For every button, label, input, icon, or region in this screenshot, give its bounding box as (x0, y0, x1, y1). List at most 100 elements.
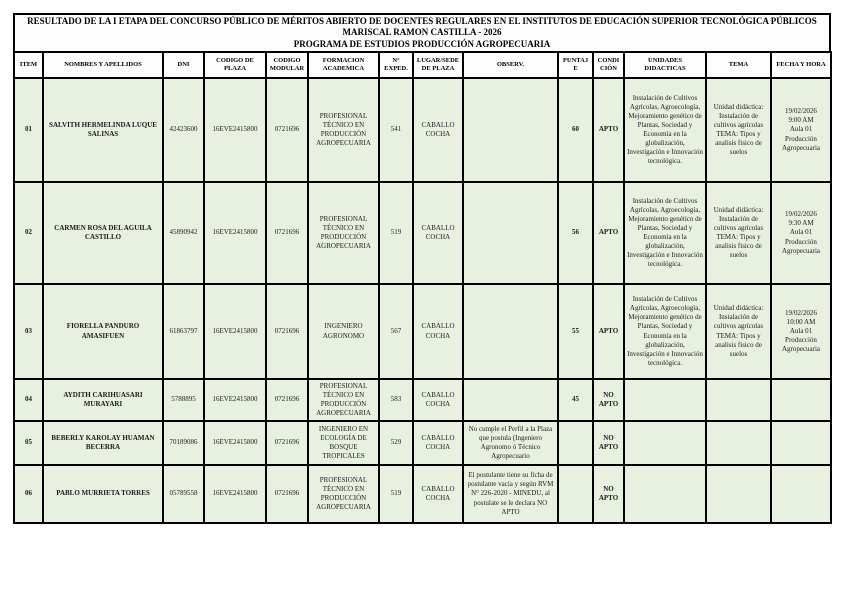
cell-dni: 70189086 (162, 420, 205, 466)
results-table-body: 01 SALVITH HERMELINDA LUQUE SALINAS 424236… (13, 77, 832, 524)
column-header-observ: OBSERV. (462, 51, 559, 79)
cell-codigo_plaza: 16EVE2415800 (203, 420, 267, 466)
cell-formacion: INGENIERO EN ECOLOGÍA DE BOSQUE TROPICAL… (307, 420, 380, 466)
cell-codigo_modular: 0721696 (265, 420, 309, 466)
document-title-line-2: MARISCAL RAMON CASTILLA - 2026 (342, 27, 502, 38)
cell-lugar: CABALLO COCHA (412, 77, 464, 183)
cell-dni: 5788895 (162, 378, 205, 422)
cell-codigo_modular: 0721696 (265, 77, 309, 183)
cell-codigo_plaza: 16EVE2415800 (203, 77, 267, 183)
table-row: 01 SALVITH HERMELINDA LUQUE SALINAS 424236… (13, 77, 832, 183)
cell-codigo_modular: 0721696 (265, 181, 309, 285)
cell-unidades (623, 378, 707, 422)
cell-codigo_modular: 0721696 (265, 283, 309, 380)
cell-codigo_plaza: 16EVE2415800 (203, 181, 267, 285)
column-header-fecha: FECHA Y HORA (770, 51, 832, 79)
column-header-item: ITEM (13, 51, 44, 79)
cell-item: 03 (13, 283, 44, 380)
cell-condicion: APTO (592, 283, 625, 380)
cell-codigo_modular: 0721696 (265, 378, 309, 422)
results-table: ITEM NOMBRES Y APELLIDOS DNI CODIGO DE PLAZ… (13, 51, 832, 524)
cell-observ (462, 181, 559, 285)
cell-exped: 583 (378, 378, 414, 422)
cell-lugar: CABALLO COCHA (412, 283, 464, 380)
cell-codigo_modular: 0721696 (265, 464, 309, 524)
table-header-row: ITEM NOMBRES Y APELLIDOS DNI CODIGO DE PLAZ… (13, 51, 832, 79)
cell-formacion: PROFESIONAL TÉCNICO EN PRODUCCIÓN AGROPE… (307, 378, 380, 422)
cell-unidades: Instalación de Cultivos Agrícolas, Agroe… (623, 181, 707, 285)
cell-nombres: SALVITH HERMELINDA LUQUE SALINAS (42, 77, 164, 183)
cell-condicion: NO APTO (592, 378, 625, 422)
cell-tema: Unidad didáctica: Instalación de cultivo… (705, 283, 772, 380)
column-header-codigo_plaza: CODIGO DE PLAZA (203, 51, 267, 79)
document-title-line-3: PROGRAMA DE ESTUDIOS PRODUCCIÓN AGROPECU… (293, 38, 551, 49)
results-document: RESULTADO DE LA I ETAPA DEL CONCURSO PÚB… (13, 13, 832, 524)
cell-fecha (770, 420, 832, 466)
cell-unidades (623, 464, 707, 524)
cell-fecha (770, 378, 832, 422)
column-header-codigo_modular: CODIGO MODULAR (265, 51, 309, 79)
cell-puntaje: 60 (557, 77, 594, 183)
cell-unidades: Instalación de Cultivos Agrícolas, Agroe… (623, 77, 707, 183)
cell-dni: 05789558 (162, 464, 205, 524)
column-header-exped: N° EXPED. (378, 51, 414, 79)
column-header-nombres: NOMBRES Y APELLIDOS (42, 51, 164, 79)
cell-condicion: APTO (592, 77, 625, 183)
cell-condicion: NO APTO (592, 464, 625, 524)
cell-fecha (770, 464, 832, 524)
cell-exped: 529 (378, 420, 414, 466)
column-header-condicion: CONDICIÓN (592, 51, 625, 79)
cell-puntaje (557, 464, 594, 524)
cell-exped: 519 (378, 464, 414, 524)
cell-formacion: PROFESIONAL TÉCNICO EN PRODUCCIÓN AGROPE… (307, 464, 380, 524)
cell-condicion: NO APTO (592, 420, 625, 466)
table-row: 03 FIORELLA PANDURO AMASIFUEN 61863797 16EV… (13, 283, 832, 380)
table-row: 04 AYDITH CARIHUASARI MURAYARI 5788895 16EV… (13, 378, 832, 422)
cell-tema (705, 464, 772, 524)
cell-lugar: CABALLO COCHA (412, 464, 464, 524)
column-header-tema: TEMA (705, 51, 772, 79)
cell-fecha: 19/02/2026 9:30 AM Aula 01 Producción Ag… (770, 181, 832, 285)
cell-unidades (623, 420, 707, 466)
table-row: 05 BEBERLY KAROLAY HUAMAN BECERRA 70189086… (13, 420, 832, 466)
column-header-dni: DNI (162, 51, 205, 79)
cell-item: 06 (13, 464, 44, 524)
cell-tema (705, 378, 772, 422)
cell-fecha: 19/02/2026 9:00 AM Aula 01 Producción Ag… (770, 77, 832, 183)
cell-puntaje: 56 (557, 181, 594, 285)
cell-lugar: CABALLO COCHA (412, 378, 464, 422)
cell-observ (462, 283, 559, 380)
cell-exped: 519 (378, 181, 414, 285)
cell-formacion: INGENIERO AGRONOMO (307, 283, 380, 380)
cell-formacion: PROFESIONAL TÉCNICO EN PRODUCCIÓN AGROPE… (307, 181, 380, 285)
cell-observ (462, 378, 559, 422)
cell-exped: 567 (378, 283, 414, 380)
column-header-lugar: LUGAR/SEDE DE PLAZA (412, 51, 464, 79)
cell-dni: 45890942 (162, 181, 205, 285)
cell-exped: 541 (378, 77, 414, 183)
cell-item: 05 (13, 420, 44, 466)
cell-lugar: CABALLO COCHA (412, 181, 464, 285)
cell-unidades: Instalación de Cultivos Agrícolas, Agroe… (623, 283, 707, 380)
column-header-puntaje: PUNTAJE (557, 51, 594, 79)
cell-item: 02 (13, 181, 44, 285)
cell-puntaje (557, 420, 594, 466)
cell-tema: Unidad didáctica: Instalación de cultivo… (705, 181, 772, 285)
cell-formacion: PROFESIONAL TÉCNICO EN PRODUCCIÓN AGROPE… (307, 77, 380, 183)
document-title-line-1: RESULTADO DE LA I ETAPA DEL CONCURSO PÚB… (27, 16, 817, 27)
cell-nombres: AYDITH CARIHUASARI MURAYARI (42, 378, 164, 422)
cell-codigo_plaza: 16EVE2415800 (203, 464, 267, 524)
cell-dni: 61863797 (162, 283, 205, 380)
cell-puntaje: 55 (557, 283, 594, 380)
column-header-formacion: FORMACION ACADEMICA (307, 51, 380, 79)
cell-nombres: FIORELLA PANDURO AMASIFUEN (42, 283, 164, 380)
cell-nombres: BEBERLY KAROLAY HUAMAN BECERRA (42, 420, 164, 466)
cell-nombres: PABLO MURRIETA TORRES (42, 464, 164, 524)
cell-item: 04 (13, 378, 44, 422)
cell-codigo_plaza: 16EVE2415800 (203, 283, 267, 380)
cell-puntaje: 45 (557, 378, 594, 422)
cell-condicion: APTO (592, 181, 625, 285)
cell-fecha: 19/02/2026 10:00 AM Aula 01 Producción A… (770, 283, 832, 380)
cell-observ (462, 77, 559, 183)
